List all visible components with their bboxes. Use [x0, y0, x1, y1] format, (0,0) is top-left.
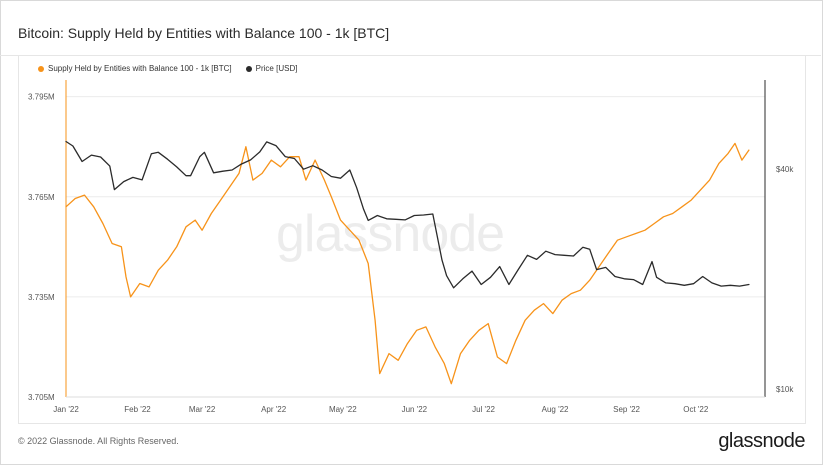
x-tick-label: Oct '22: [683, 405, 709, 414]
copyright-text: © 2022 Glassnode. All Rights Reserved.: [18, 436, 179, 446]
x-tick-label: Apr '22: [261, 405, 287, 414]
y-right-tick-label: $40k: [776, 165, 794, 174]
chart-area: [18, 56, 806, 424]
legend-label-supply: Supply Held by Entities with Balance 100…: [48, 64, 232, 73]
legend-item-supply[interactable]: Supply Held by Entities with Balance 100…: [38, 64, 232, 73]
x-tick-label: Mar '22: [189, 405, 216, 414]
x-tick-label: Jan '22: [53, 405, 79, 414]
y-left-tick-label: 3.795M: [28, 93, 55, 102]
legend-swatch-price: [245, 65, 252, 72]
x-tick-label: May '22: [329, 405, 357, 414]
legend-label-price: Price [USD]: [255, 64, 298, 73]
legend-swatch-supply: [38, 65, 44, 72]
legend-item-price[interactable]: Price [USD]: [245, 64, 298, 73]
header-divider: [0, 55, 821, 56]
page-title: Bitcoin: Supply Held by Entities with Ba…: [18, 25, 390, 41]
x-tick-label: Jul '22: [472, 405, 495, 414]
x-tick-label: Aug '22: [542, 405, 569, 414]
legend: Supply Held by Entities with Balance 100…: [38, 64, 297, 73]
y-left-tick-label: 3.705M: [28, 393, 55, 402]
y-left-tick-label: 3.765M: [28, 193, 55, 202]
series-line-supply: [65, 142, 750, 385]
x-tick-label: Jun '22: [402, 405, 428, 414]
x-tick-label: Sep '22: [613, 405, 640, 414]
y-right-tick-label: $10k: [776, 385, 794, 394]
y-left-tick-label: 3.735M: [28, 293, 55, 302]
x-tick-label: Feb '22: [124, 405, 151, 414]
glassnode-logo[interactable]: glassnode: [718, 430, 805, 452]
series-line-price: [65, 140, 750, 289]
